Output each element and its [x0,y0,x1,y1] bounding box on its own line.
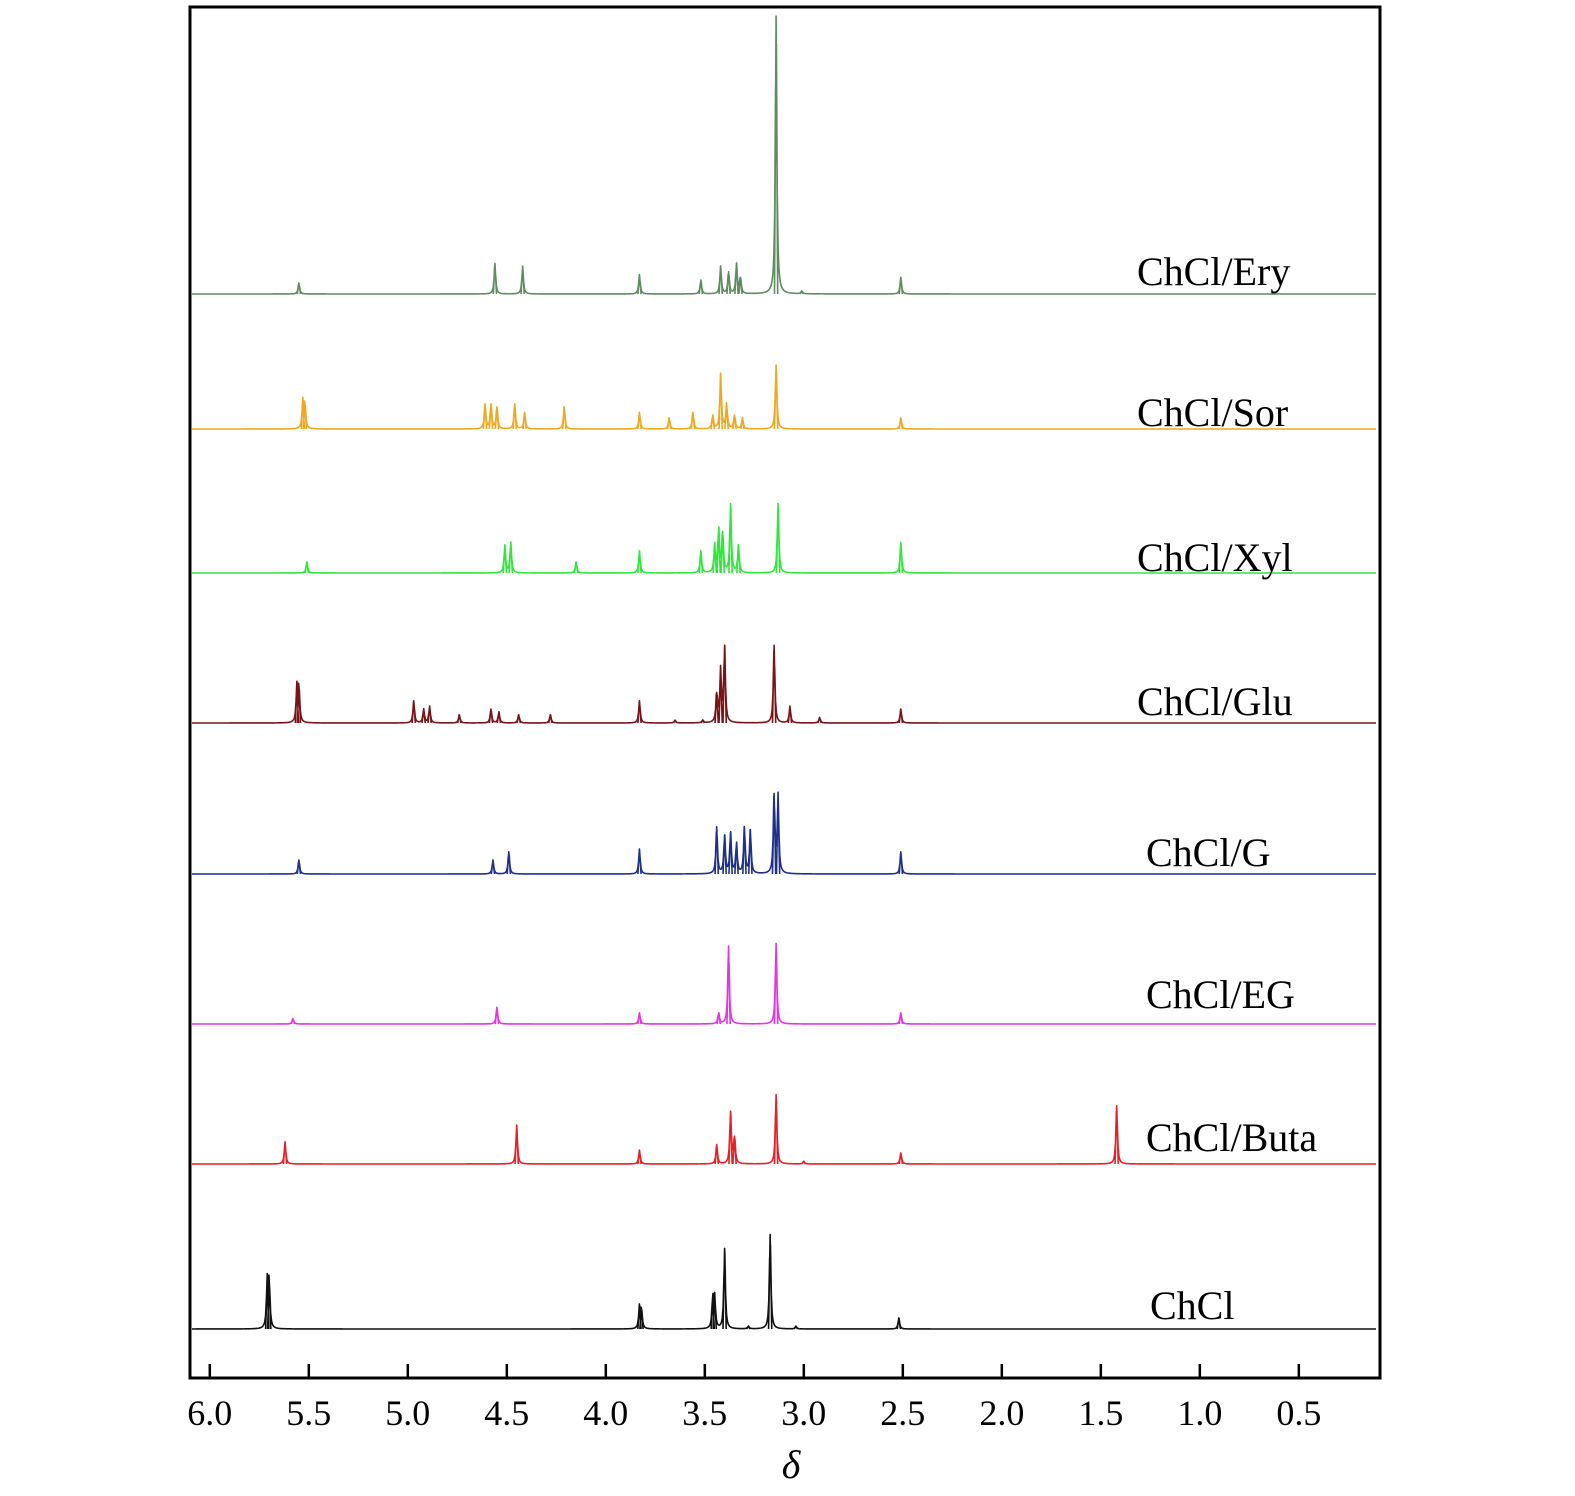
x-tick-label: 5.5 [286,1393,331,1433]
spectrum-line [192,942,1376,1025]
series-label: ChCl/Xyl [1137,535,1293,580]
x-tick-label: 1.5 [1078,1393,1123,1433]
x-tick-label: 2.0 [979,1393,1024,1433]
series-label: ChCl/G [1146,830,1270,875]
x-tick-label: 3.0 [781,1393,826,1433]
x-tick-label: 2.5 [880,1393,925,1433]
spectrum-line [192,791,1376,875]
series-label: ChCl/EG [1146,972,1295,1017]
spectrum-line [192,364,1376,430]
x-tick-label: 5.0 [385,1393,430,1433]
x-tick-label: 1.0 [1177,1393,1222,1433]
series-labels: ChCl/Ery ChCl/Sor ChCl/Xyl ChCl/Glu ChCl/G Ch… [1137,249,1317,1328]
spectrum-line [192,502,1376,574]
x-tick-label: 3.5 [682,1393,727,1433]
series-label: ChCl/Glu [1137,679,1293,724]
spectrum-line [192,15,1376,295]
spectrum-line [192,644,1376,724]
x-tick-label: 6.0 [187,1393,232,1433]
series-label: ChCl/Sor [1137,390,1288,435]
spectrum-line [192,1093,1376,1165]
series-label: ChCl [1150,1283,1234,1328]
x-axis-title: δ [782,1442,802,1487]
series-label: ChCl/Buta [1146,1115,1317,1160]
plot-frame [188,5,1382,1380]
x-tick-label: 4.0 [583,1393,628,1433]
spectrum-line [192,1233,1376,1330]
series-label: ChCl/Ery [1137,249,1290,294]
x-tick-label: 0.5 [1276,1393,1321,1433]
x-tick-label: 4.5 [484,1393,529,1433]
x-axis-ticks: 6.0 5.5 5.0 4.5 4.0 3.5 3.0 2.5 2.0 1.5 1.0 0.5 [187,1364,1321,1433]
spectra-layer [192,15,1376,1330]
